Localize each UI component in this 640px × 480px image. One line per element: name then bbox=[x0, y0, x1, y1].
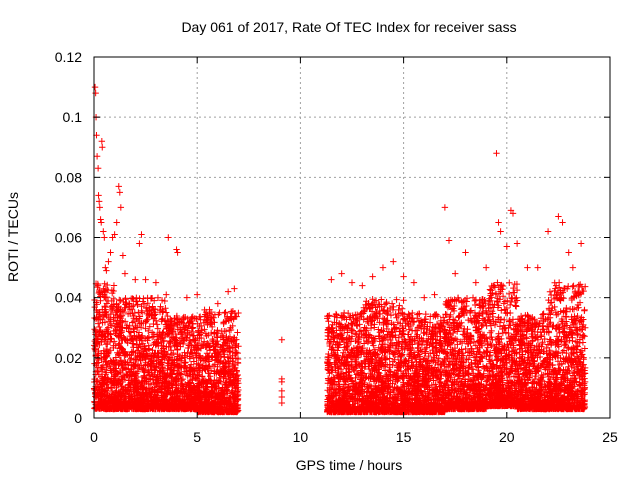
data-point bbox=[108, 302, 116, 310]
data-point bbox=[96, 288, 103, 295]
data-point bbox=[99, 306, 106, 313]
data-point bbox=[124, 310, 132, 318]
data-point bbox=[228, 308, 235, 315]
data-point bbox=[96, 323, 103, 331]
data-point bbox=[99, 362, 107, 369]
data-point bbox=[116, 340, 123, 347]
data-point bbox=[110, 295, 117, 303]
data-point bbox=[161, 297, 168, 305]
data-point bbox=[104, 297, 112, 305]
data-point bbox=[96, 315, 104, 323]
data-point bbox=[102, 405, 109, 413]
data-point bbox=[222, 309, 229, 316]
data-point bbox=[178, 330, 185, 337]
data-point bbox=[106, 362, 114, 370]
data-point bbox=[97, 336, 105, 343]
data-point bbox=[108, 322, 116, 329]
data-point bbox=[99, 399, 107, 407]
data-point bbox=[383, 300, 390, 307]
data-point bbox=[101, 375, 108, 382]
data-point bbox=[235, 309, 242, 317]
data-point bbox=[96, 289, 104, 296]
data-point bbox=[107, 347, 114, 354]
data-point bbox=[101, 319, 109, 326]
data-point bbox=[91, 326, 98, 333]
data-point bbox=[393, 314, 400, 321]
data-point bbox=[98, 368, 106, 375]
data-point bbox=[92, 343, 99, 351]
data-point bbox=[395, 306, 402, 314]
data-point bbox=[95, 355, 102, 362]
data-point bbox=[98, 380, 106, 388]
data-point bbox=[91, 399, 98, 406]
data-point bbox=[325, 350, 332, 358]
data-point bbox=[104, 391, 111, 399]
data-point bbox=[112, 342, 119, 349]
data-point bbox=[325, 318, 332, 325]
data-point bbox=[369, 296, 376, 303]
data-point bbox=[381, 367, 389, 374]
data-point bbox=[94, 367, 101, 375]
data-point bbox=[100, 347, 107, 354]
data-point bbox=[97, 373, 105, 380]
data-point bbox=[104, 324, 112, 331]
data-point bbox=[107, 378, 114, 385]
data-point bbox=[94, 340, 101, 347]
data-point bbox=[92, 328, 99, 336]
data-point bbox=[130, 312, 137, 320]
data-point bbox=[102, 294, 109, 301]
dense-points-layer bbox=[90, 279, 589, 416]
data-point bbox=[94, 280, 102, 288]
data-point bbox=[91, 360, 98, 367]
data-point bbox=[101, 303, 108, 310]
data-point bbox=[104, 281, 111, 289]
data-point bbox=[100, 313, 108, 321]
data-point bbox=[103, 345, 111, 353]
data-point bbox=[109, 289, 116, 297]
data-point bbox=[103, 325, 111, 333]
data-point bbox=[103, 358, 110, 366]
data-point bbox=[102, 285, 110, 293]
data-point bbox=[101, 350, 108, 357]
data-point bbox=[96, 329, 103, 337]
data-point bbox=[102, 358, 109, 365]
data-point bbox=[110, 282, 118, 289]
data-point bbox=[91, 375, 98, 383]
data-point bbox=[108, 369, 115, 376]
data-point bbox=[114, 304, 122, 311]
data-point bbox=[106, 338, 114, 346]
data-point bbox=[107, 331, 114, 338]
data-point bbox=[206, 347, 214, 354]
data-point bbox=[104, 330, 111, 337]
data-point bbox=[102, 341, 110, 348]
data-point bbox=[97, 402, 104, 410]
data-point bbox=[153, 321, 161, 328]
data-point bbox=[117, 297, 124, 304]
data-point bbox=[364, 338, 372, 346]
data-point bbox=[94, 308, 101, 316]
data-point bbox=[108, 335, 115, 343]
data-point bbox=[101, 337, 109, 345]
data-point bbox=[95, 320, 102, 327]
data-point bbox=[102, 371, 109, 378]
data-point bbox=[104, 398, 112, 406]
data-point bbox=[234, 329, 241, 336]
data-point bbox=[135, 309, 142, 316]
data-point bbox=[107, 310, 114, 318]
data-point bbox=[396, 302, 403, 309]
data-point bbox=[107, 335, 115, 342]
data-point bbox=[382, 356, 390, 363]
data-point bbox=[390, 303, 397, 311]
data-point bbox=[100, 387, 108, 395]
